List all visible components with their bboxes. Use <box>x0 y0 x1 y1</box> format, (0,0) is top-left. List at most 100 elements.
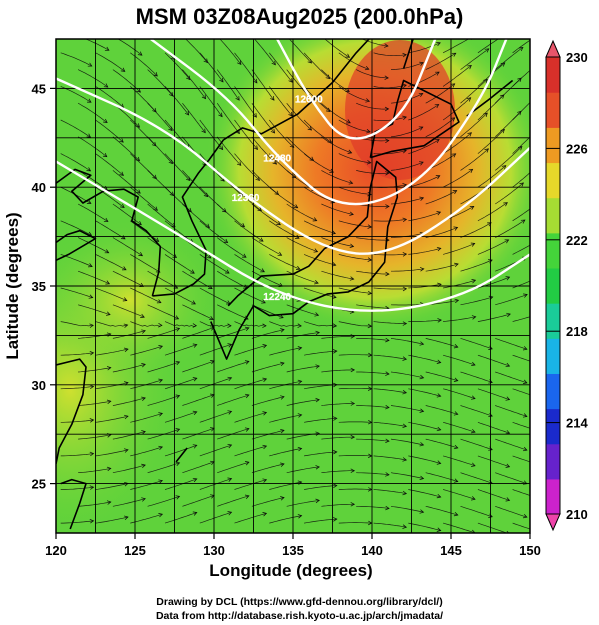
streamline <box>95 348 129 356</box>
streamline <box>390 371 424 379</box>
streamline-arrowhead <box>169 191 175 197</box>
streamline-arrowhead <box>534 94 538 98</box>
streamline-arrowhead <box>505 430 511 435</box>
streamline-arrowhead <box>402 356 408 361</box>
streamline <box>338 287 372 294</box>
x-tick-label: 120 <box>45 543 67 558</box>
y-tick-label: 25 <box>32 477 46 492</box>
streamline-arrowhead <box>503 34 507 38</box>
x-tick-label: 135 <box>282 543 304 558</box>
streamline <box>304 417 337 423</box>
streamline-arrowhead <box>419 196 425 201</box>
streamline-arrowhead <box>89 418 95 423</box>
streamline-arrowhead <box>350 468 356 473</box>
streamline-arrowhead <box>466 97 472 102</box>
streamline <box>251 304 284 319</box>
streamline-arrowhead <box>175 461 181 466</box>
streamline-arrowhead <box>158 378 163 383</box>
coastline <box>466 79 514 117</box>
streamline-arrowhead <box>102 152 108 158</box>
streamline-arrowhead <box>537 201 541 205</box>
coastline <box>402 39 414 69</box>
colorbar-max-arrow <box>545 39 561 58</box>
streamline <box>408 319 442 322</box>
streamline <box>460 259 493 272</box>
streamline <box>182 170 208 197</box>
streamline-arrowhead <box>218 145 224 151</box>
coastline <box>175 447 188 463</box>
streamline <box>408 388 441 397</box>
streamline <box>60 386 94 390</box>
streamline-arrowhead <box>174 315 180 320</box>
streamline-arrowhead <box>227 410 233 415</box>
streamline-arrowhead <box>262 512 268 517</box>
streamline <box>164 411 197 423</box>
streamline-arrowhead <box>418 92 424 98</box>
streamline-arrowhead <box>331 262 337 267</box>
streamline <box>251 497 285 507</box>
streamline <box>460 148 489 171</box>
streamline <box>495 19 525 36</box>
streamline <box>112 237 143 256</box>
streamline <box>321 203 354 215</box>
streamline <box>390 405 424 412</box>
colorbar-tick-label: 218 <box>566 324 588 339</box>
streamline <box>234 321 267 327</box>
streamline-arrowhead <box>350 401 356 406</box>
streamline-arrowhead <box>385 171 390 176</box>
streamline <box>338 354 372 356</box>
streamline <box>182 69 206 99</box>
streamline <box>373 421 407 427</box>
streamline-arrowhead <box>314 312 320 317</box>
streamline-arrowhead <box>315 465 320 470</box>
streamline <box>234 254 265 273</box>
streamline-arrowhead <box>384 106 390 112</box>
streamline-arrowhead <box>484 48 490 53</box>
streamline <box>251 270 283 287</box>
streamline <box>408 489 441 498</box>
streamline-arrowhead <box>385 138 390 143</box>
streamline <box>286 365 320 373</box>
streamline <box>460 405 493 417</box>
streamline-arrowhead <box>104 46 110 51</box>
streamline-arrowhead <box>345 87 350 92</box>
streamline <box>251 136 277 165</box>
streamline-arrowhead <box>537 33 541 37</box>
streamline-arrowhead <box>312 217 318 222</box>
streamline <box>443 354 476 366</box>
y-axis-label: Latitude (degrees) <box>3 212 22 359</box>
streamline-arrowhead <box>158 445 164 451</box>
streamline <box>321 136 352 154</box>
streamline <box>495 472 528 485</box>
streamline <box>303 254 336 266</box>
streamline-arrowhead <box>385 505 390 511</box>
streamline <box>216 69 240 101</box>
streamline <box>460 438 493 451</box>
streamline-arrowhead <box>87 62 93 67</box>
streamline-arrowhead <box>315 498 320 504</box>
streamline <box>164 344 197 356</box>
streamline <box>269 220 300 239</box>
streamline-arrowhead <box>297 323 302 328</box>
streamline-arrowhead <box>241 253 247 258</box>
coastline <box>210 160 399 360</box>
streamline-arrowhead <box>471 462 476 467</box>
streamline-arrowhead <box>350 502 356 507</box>
streamline <box>182 427 215 440</box>
streamline-arrowhead <box>365 98 371 103</box>
coastline <box>56 168 162 297</box>
streamline-arrowhead <box>367 224 373 229</box>
map-title: MSM 03Z08Aug2025 (200.0hPa) <box>135 4 464 29</box>
streamline <box>234 220 264 242</box>
streamline <box>443 243 475 255</box>
streamline <box>95 287 127 301</box>
streamline-arrowhead <box>385 472 390 477</box>
streamline-arrowhead <box>140 313 145 318</box>
streamline <box>130 321 163 327</box>
streamline <box>338 488 372 490</box>
streamline <box>425 83 455 104</box>
streamline <box>373 116 407 121</box>
streamline-arrowhead <box>280 496 285 501</box>
streamline-arrowhead <box>436 359 442 364</box>
streamline <box>356 371 390 375</box>
